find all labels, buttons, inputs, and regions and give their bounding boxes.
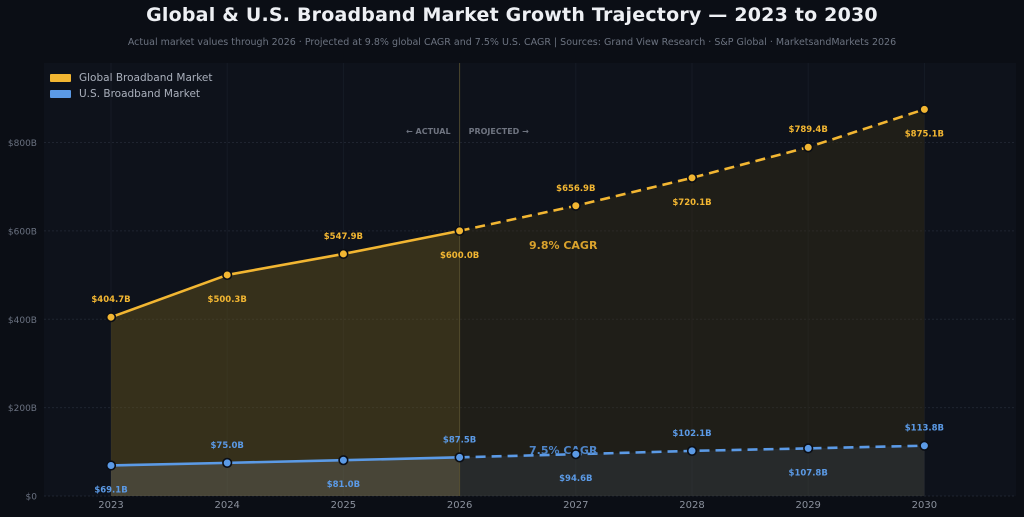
area-global-actual	[111, 230, 460, 497]
x-tick-label: 2023	[98, 500, 123, 511]
point-us	[803, 443, 814, 454]
legend-item-global: Global Broadband Market	[50, 70, 213, 85]
point-global	[454, 225, 465, 236]
data-label-us: $102.1B	[672, 429, 711, 439]
chart-title: Global & U.S. Broadband Market Growth Tr…	[146, 4, 878, 26]
projected-marker-label: PROJECTED →	[469, 127, 529, 136]
data-label-us: $94.6B	[559, 474, 592, 484]
x-tick-label: 2024	[214, 500, 239, 511]
data-label-global: $547.9B	[324, 232, 363, 242]
y-tick-label: $200B	[8, 404, 37, 414]
data-label-us: $107.8B	[789, 468, 828, 478]
y-tick-label: $600B	[8, 227, 37, 237]
line-us-actual	[110, 456, 460, 467]
x-tick-label: 2028	[679, 500, 704, 511]
line-global-actual	[110, 229, 460, 319]
data-label-us: $81.0B	[327, 480, 360, 490]
legend: Global Broadband Market U.S. Broadband M…	[50, 70, 213, 102]
y-tick-label: $0	[26, 493, 38, 503]
point-global	[338, 248, 349, 260]
point-us	[105, 460, 117, 471]
data-label-global: $789.4B	[789, 125, 828, 135]
point-global	[803, 142, 814, 153]
x-tick-label: 2027	[563, 500, 588, 511]
legend-label-global: Global Broadband Market	[79, 71, 213, 84]
point-us	[919, 440, 930, 451]
point-global	[222, 269, 233, 281]
point-us	[338, 455, 349, 466]
actual-marker-label: ← ACTUAL	[406, 127, 451, 136]
data-label-global: $720.1B	[672, 198, 711, 208]
data-label-global: $600.0B	[440, 251, 479, 261]
chart-subtitle: Actual market values through 2026 · Proj…	[127, 37, 897, 48]
data-label-us: $69.1B	[94, 485, 127, 495]
data-label-global: $404.7B	[91, 295, 130, 305]
point-us	[454, 452, 465, 463]
point-global	[570, 200, 581, 211]
legend-swatch-global	[50, 73, 71, 82]
point-global	[919, 104, 930, 115]
x-tick-label: 2026	[447, 500, 472, 511]
us-cagr-label: 7.5% CAGR	[529, 444, 598, 457]
x-tick-label: 2030	[912, 500, 937, 511]
y-tick-label: $400B	[8, 316, 37, 326]
point-us	[570, 449, 581, 460]
data-label-us: $113.8B	[905, 424, 944, 434]
data-label-global: $875.1B	[905, 129, 944, 139]
point-us	[222, 457, 233, 468]
y-tick-label: $800B	[8, 139, 37, 149]
area-us-actual	[111, 457, 460, 496]
point-us	[686, 445, 698, 456]
plot-area	[44, 63, 1016, 496]
legend-item-us: U.S. Broadband Market	[50, 86, 213, 101]
data-label-global: $500.3B	[208, 295, 247, 305]
point-global	[105, 312, 117, 323]
x-tick-label: 2029	[795, 500, 820, 511]
data-label-global: $656.9B	[556, 184, 595, 194]
data-label-us: $87.5B	[443, 435, 476, 445]
legend-swatch-us	[50, 89, 71, 98]
data-label-us: $75.0B	[211, 441, 244, 451]
point-global	[686, 172, 698, 183]
x-tick-label: 2025	[331, 500, 356, 511]
legend-label-us: U.S. Broadband Market	[79, 87, 201, 100]
global-cagr-label: 9.8% CAGR	[529, 239, 598, 252]
